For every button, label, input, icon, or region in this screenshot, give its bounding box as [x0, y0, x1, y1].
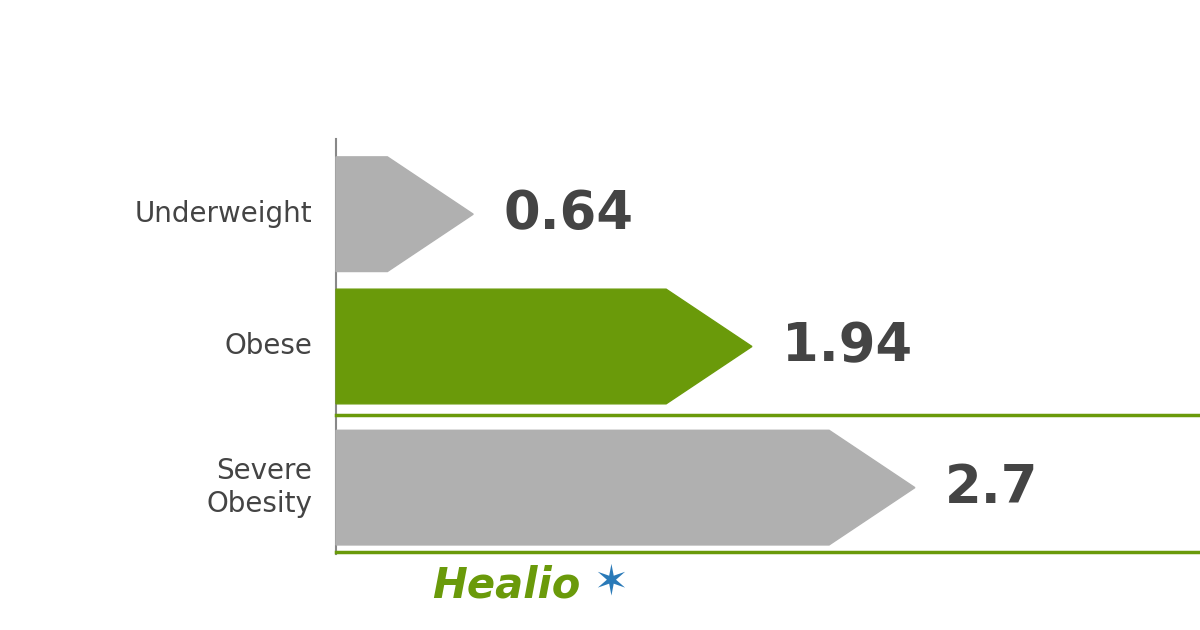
Text: Severe
Obesity: Severe Obesity [206, 457, 312, 518]
Polygon shape [336, 289, 752, 404]
Text: Healio: Healio [432, 565, 581, 607]
Text: 1.94: 1.94 [782, 321, 912, 372]
Polygon shape [336, 430, 914, 545]
Text: BMI categories and unadjusted risk for chronic diarrhea:: BMI categories and unadjusted risk for c… [22, 33, 1178, 67]
Polygon shape [336, 157, 473, 272]
Text: 0.64: 0.64 [503, 188, 634, 240]
Text: ✶: ✶ [593, 561, 628, 603]
Text: Obese: Obese [224, 333, 312, 360]
Text: 2.7: 2.7 [944, 462, 1038, 513]
Text: Underweight: Underweight [134, 200, 312, 228]
